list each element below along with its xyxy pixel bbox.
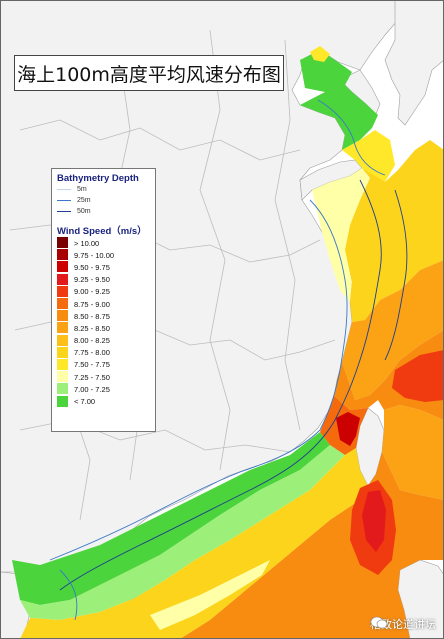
wind-legend-label: 8.25 - 8.50 <box>74 323 110 333</box>
bathymetry-legend-title: Bathymetry Depth <box>57 173 139 184</box>
wind-color-swatch <box>57 310 68 323</box>
wind-color-swatch <box>57 249 68 262</box>
bathymetry-legend-item: 50m <box>57 206 150 217</box>
wind-legend-item: 7.25 - 7.50 <box>57 371 150 384</box>
wind-legend-label: 9.00 - 9.25 <box>74 287 110 297</box>
wind-legend-item: 8.00 - 8.25 <box>57 334 150 347</box>
bathymetry-line-swatch <box>57 200 71 201</box>
wind-color-swatch <box>57 261 68 274</box>
wind-color-swatch <box>57 322 68 335</box>
korean-peninsula <box>384 0 444 126</box>
wind-color-swatch <box>57 371 68 384</box>
wind-color-swatch <box>57 298 68 311</box>
watermark: 格致论道讲坛 <box>370 616 436 632</box>
chat-bubbles-icon <box>370 616 388 629</box>
wind-legend-item: 8.25 - 8.50 <box>57 322 150 335</box>
watermark-text: 格致论道讲坛 <box>370 618 436 631</box>
wind-color-swatch <box>57 273 68 286</box>
wind-color-swatch <box>57 334 68 347</box>
map-title: 海上100m高度平均风速分布图 <box>14 55 284 91</box>
wind-legend-item: 9.75 - 10.00 <box>57 249 150 262</box>
wind-legend-label: 8.00 - 8.25 <box>74 336 110 346</box>
wind-legend-label: 9.75 - 10.00 <box>74 250 115 260</box>
wind-legend-item: 9.50 - 9.75 <box>57 261 150 274</box>
wind-legend-label: 7.25 - 7.50 <box>74 372 110 382</box>
wind-legend-item: > 10.00 <box>57 237 150 250</box>
bathymetry-legend-label: 5m <box>77 186 87 193</box>
wind-legend-label: 9.25 - 9.50 <box>74 275 110 285</box>
wind-band-green <box>300 80 378 150</box>
wind-color-swatch <box>57 237 68 250</box>
wind-legend-label: < 7.00 <box>74 397 96 407</box>
wind-band-green-south <box>12 432 330 605</box>
wind-band-orange-light <box>342 260 444 400</box>
wind-legend-label: 7.00 - 7.25 <box>74 384 110 394</box>
wind-legend-label: 9.50 - 9.75 <box>74 262 110 272</box>
wind-legend-label: 8.50 - 8.75 <box>74 311 110 321</box>
wind-legend-item: 8.50 - 8.75 <box>57 310 150 323</box>
wind-color-swatch <box>57 346 68 359</box>
map-title-text: 海上100m高度平均风速分布图 <box>17 63 281 86</box>
bathymetry-legend-item: 25m <box>57 195 150 206</box>
wind-legend-label: 7.50 - 7.75 <box>74 360 110 370</box>
bathymetry-legend-label: 50m <box>77 208 91 215</box>
wind-band-lightgreen <box>20 445 345 620</box>
wind-color-swatch <box>57 395 68 408</box>
wind-legend-item: 7.50 - 7.75 <box>57 358 150 371</box>
wind-legend-item: < 7.00 <box>57 395 150 408</box>
wind-legend-label: 7.75 - 8.00 <box>74 348 110 358</box>
wind-legend-label: > 10.00 <box>74 238 100 248</box>
wind-legend-item: 7.00 - 7.25 <box>57 383 150 396</box>
wind-band-bohai-yellow <box>310 46 330 62</box>
bathymetry-line-swatch <box>57 211 71 212</box>
bathymetry-legend-label: 25m <box>77 197 91 204</box>
wind-color-swatch <box>57 358 68 371</box>
map-legend: Bathymetry Depth 5m 25m 50m Wind Speed（m/s… <box>51 168 156 432</box>
wind-legend-item: 9.25 - 9.50 <box>57 273 150 286</box>
wind-legend-item: 8.75 - 9.00 <box>57 298 150 311</box>
bathymetry-contours <box>49 99 408 621</box>
wind-band-pale-yellow <box>312 168 370 302</box>
wind-legend-list: > 10.00 9.75 - 10.00 9.50 - 9.75 9.25 - 9.5… <box>57 237 150 408</box>
wind-band-yellow-north <box>342 130 395 182</box>
wind-band-bohai <box>300 50 352 92</box>
bathymetry-line-swatch <box>57 189 71 190</box>
wind-legend-label: 8.75 - 9.00 <box>74 299 110 309</box>
wind-color-swatch <box>57 383 68 396</box>
wind-band-yellow <box>345 140 444 322</box>
wind-band-luzon-strait-core <box>362 490 386 552</box>
wind-band-scs-lightgreen-strip <box>150 560 270 630</box>
wind-legend-item: 7.75 - 8.00 <box>57 346 150 359</box>
bathymetry-legend-item: 5m <box>57 184 150 195</box>
wind-legend-item: 9.00 - 9.25 <box>57 285 150 298</box>
wind-band-strait-red <box>336 412 360 446</box>
wind-legend-title: Wind Speed（m/s） <box>57 226 147 237</box>
wind-color-swatch <box>57 285 68 298</box>
bathymetry-legend-list: 5m 25m 50m <box>57 184 150 217</box>
wind-band-red-northeast <box>392 350 444 402</box>
wind-band-east-taiwan <box>382 405 444 500</box>
